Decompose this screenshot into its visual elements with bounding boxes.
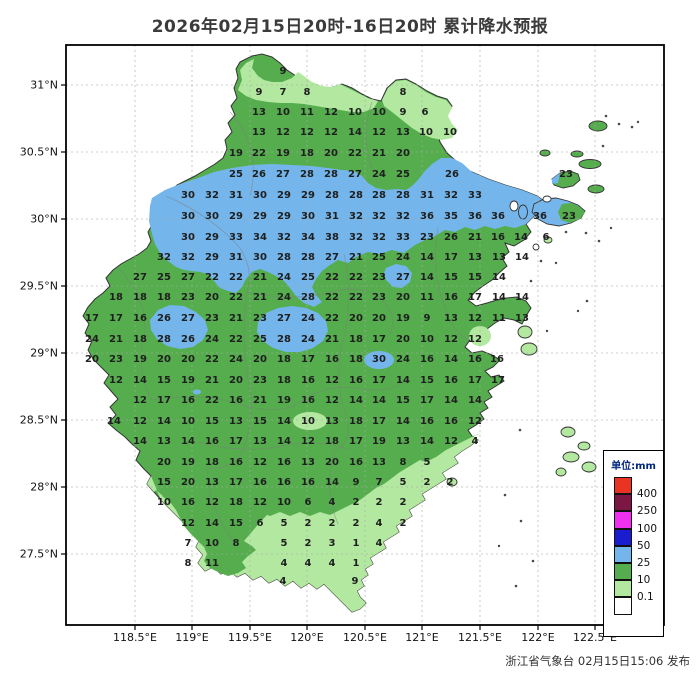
rain-blue-oval <box>364 351 394 369</box>
legend: 单位:mm 400 250 100 50 25 10 0.1 <box>603 450 664 637</box>
rain-light-north-strip <box>238 59 378 112</box>
legend-title: 单位:mm <box>611 461 656 472</box>
county-boundaries <box>117 101 471 541</box>
rain-light-patch <box>293 412 327 430</box>
legend-threshold-label: 0.1 <box>637 591 654 604</box>
rain-blue-pocket-west <box>150 305 208 349</box>
legend-swatch <box>614 545 632 563</box>
legend-swatches <box>614 477 632 615</box>
legend-swatch <box>614 562 632 581</box>
page-title: 2026年02月15日20时-16日20时 累计降水预报 <box>151 17 549 37</box>
legend-swatch <box>614 511 632 529</box>
rain-blue-speck <box>193 389 201 395</box>
legend-threshold-label: 25 <box>637 557 651 569</box>
legend-threshold-label: 250 <box>637 505 658 518</box>
legend-swatch <box>614 580 632 598</box>
graticule-gridlines <box>66 45 664 625</box>
legend-threshold-label: 100 <box>637 522 658 535</box>
credit-text: 浙江省气象台 02月15日15:06 发布 <box>505 654 690 668</box>
legend-threshold-label: 50 <box>637 539 651 552</box>
legend-swatch <box>614 494 632 512</box>
legend-threshold-label: 10 <box>637 574 651 587</box>
rain-light-northeast-patch <box>382 80 458 140</box>
legend-swatch <box>614 477 632 495</box>
legend-swatch <box>614 597 632 615</box>
legend-swatch <box>614 528 632 546</box>
rain-blue-pocket-small <box>384 264 412 288</box>
rain-blue-pocket-middle <box>257 306 328 352</box>
legend-threshold-label: 400 <box>637 488 658 501</box>
plot-frame <box>65 44 665 626</box>
islet-dots <box>497 114 640 588</box>
